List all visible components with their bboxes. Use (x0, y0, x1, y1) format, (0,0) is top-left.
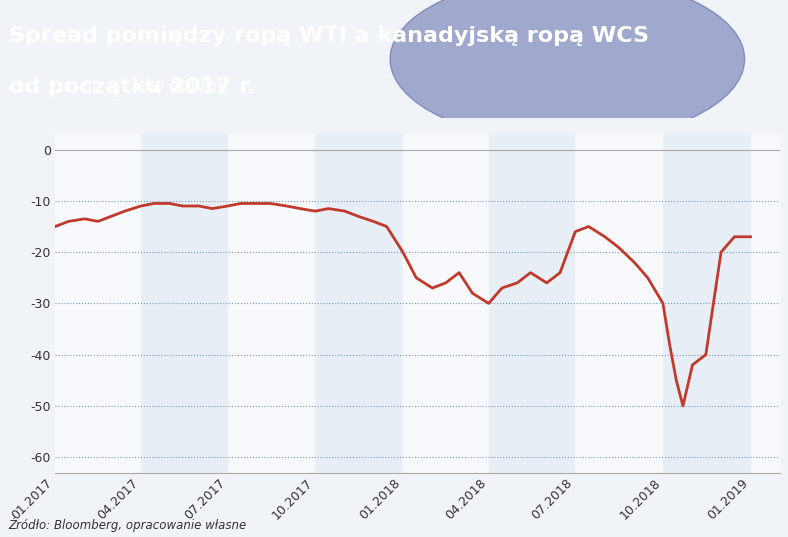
Text: (w dol./b): (w dol./b) (139, 77, 223, 95)
Text: Spread pomiędzy ropą WTI a kanadyjską ropą WCS: Spread pomiędzy ropą WTI a kanadyjską ro… (9, 26, 649, 46)
Bar (228, 134, 315, 473)
Bar (575, 134, 663, 473)
Ellipse shape (390, 0, 745, 142)
Text: Źródło: Bloomberg, opracowanie własne: Źródło: Bloomberg, opracowanie własne (8, 517, 246, 532)
Bar (55, 134, 141, 473)
Text: od początku 2017 r.: od początku 2017 r. (9, 77, 256, 97)
Bar (751, 134, 788, 473)
Bar (403, 134, 489, 473)
